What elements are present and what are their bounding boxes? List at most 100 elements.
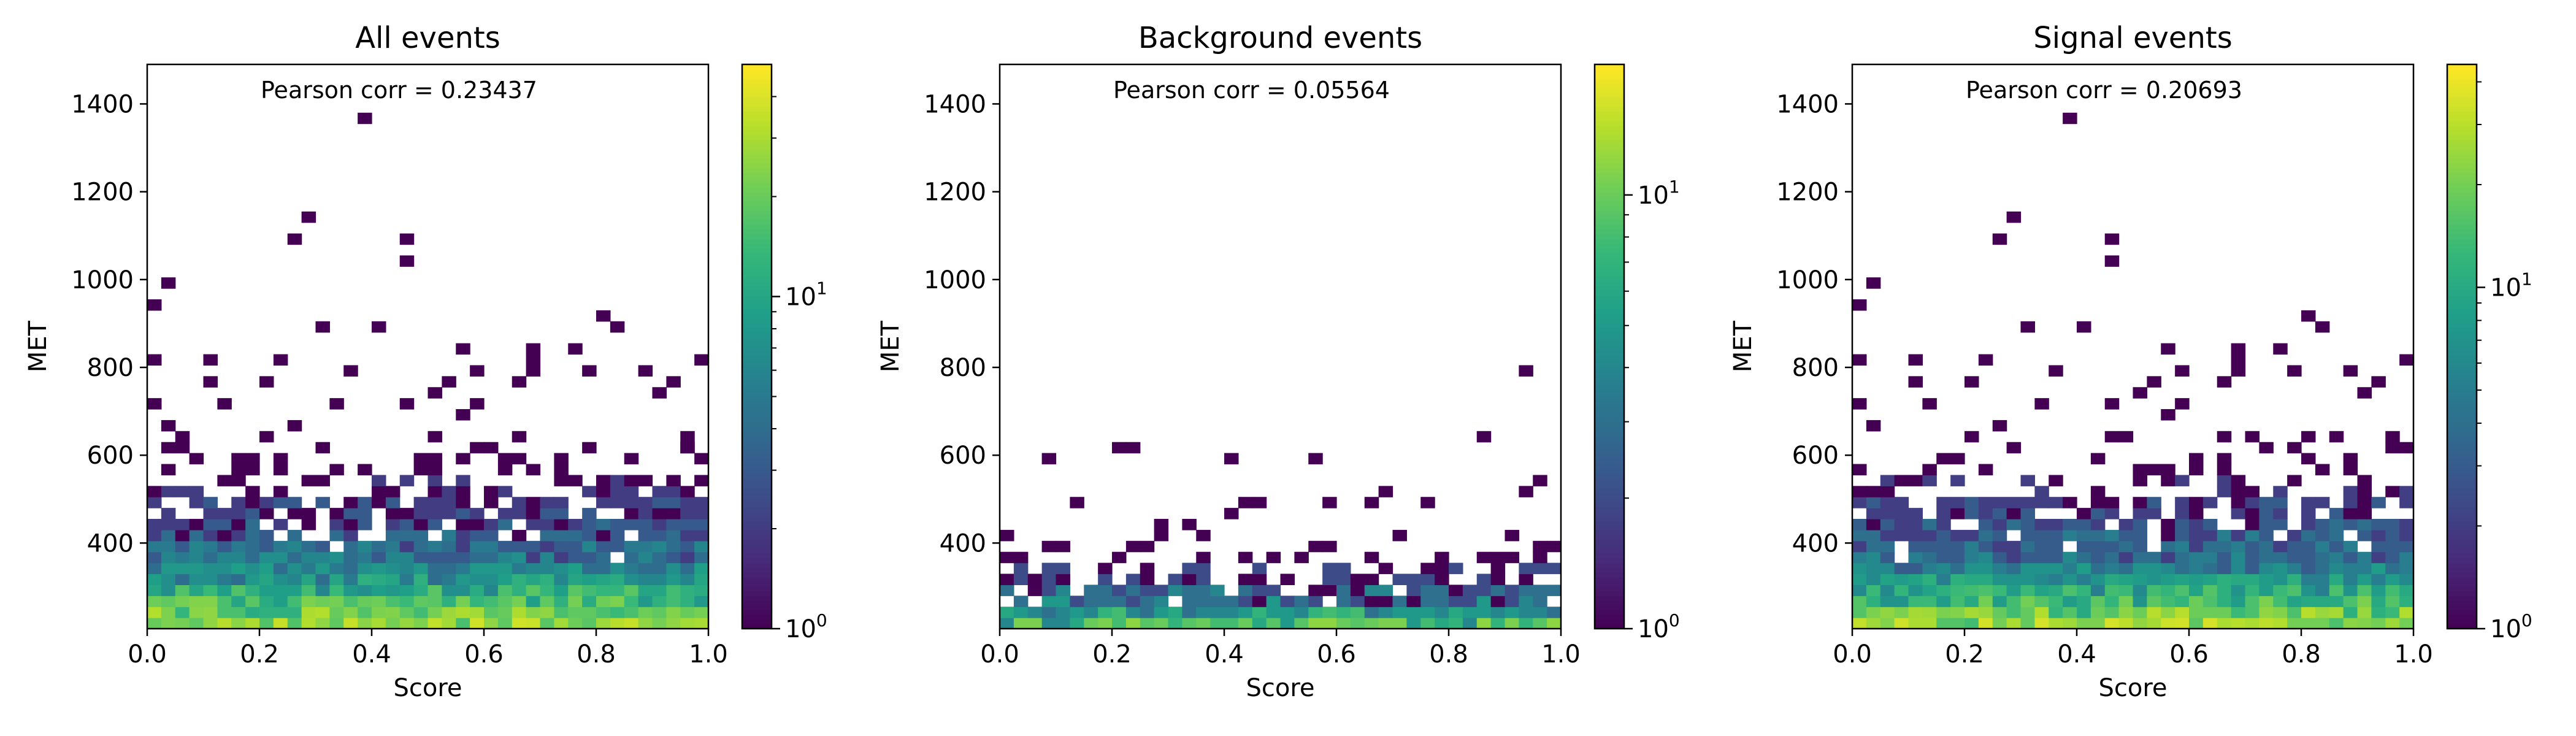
x-tick-label: 1.0 bbox=[2394, 640, 2433, 669]
colorbar-segment bbox=[2447, 403, 2477, 408]
panel-title: Signal events bbox=[2033, 21, 2232, 55]
heatmap-cell bbox=[231, 607, 246, 618]
colorbar-segment bbox=[2447, 384, 2477, 389]
heatmap-cell bbox=[1533, 475, 1547, 486]
colorbar-segment bbox=[2447, 610, 2477, 615]
colorbar-segment bbox=[1595, 116, 1624, 121]
colorbar-segment bbox=[2447, 111, 2477, 117]
heatmap-cell bbox=[203, 585, 218, 596]
heatmap-cell bbox=[2189, 453, 2204, 465]
heatmap-cell bbox=[2006, 573, 2022, 586]
colorbar-segment bbox=[1595, 393, 1624, 399]
heatmap-cell bbox=[245, 486, 260, 497]
heatmap-cell bbox=[526, 343, 541, 355]
heatmap-cell bbox=[175, 486, 190, 497]
colorbar-segment bbox=[742, 262, 772, 267]
heatmap-cell bbox=[1880, 585, 1895, 596]
heatmap-cell bbox=[666, 486, 681, 497]
heatmap-cell bbox=[1936, 497, 1951, 508]
heatmap-cell bbox=[175, 596, 190, 607]
heatmap-cell bbox=[2118, 618, 2134, 629]
colorbar-segment bbox=[742, 252, 772, 258]
heatmap-cell bbox=[175, 442, 190, 454]
colorbar-segment bbox=[2447, 276, 2477, 282]
heatmap-cell bbox=[2104, 551, 2120, 564]
heatmap-cell bbox=[343, 562, 358, 575]
heatmap-cell bbox=[1880, 618, 1895, 629]
heatmap-cell bbox=[2104, 398, 2120, 410]
heatmap-cell bbox=[442, 596, 456, 607]
colorbar-segment bbox=[2447, 299, 2477, 305]
colorbar-tick-base: 10 bbox=[1638, 182, 1669, 210]
x-axis-label: Score bbox=[393, 674, 462, 702]
heatmap-cell bbox=[1435, 618, 1449, 629]
colorbar-segment bbox=[2447, 365, 2477, 371]
colorbar-segment bbox=[1595, 596, 1624, 601]
heatmap-cell bbox=[245, 607, 260, 618]
heatmap-cell bbox=[1936, 596, 1951, 607]
heatmap-cell bbox=[2147, 376, 2161, 388]
heatmap-cell bbox=[2287, 607, 2302, 618]
colorbar-segment bbox=[742, 473, 772, 479]
heatmap-cell bbox=[596, 618, 611, 629]
heatmap-cell bbox=[1866, 607, 1881, 618]
y-axis-label: MET bbox=[1729, 320, 1757, 372]
colorbar-segment bbox=[2447, 586, 2477, 592]
heatmap-cell bbox=[526, 508, 541, 519]
heatmap-cell bbox=[1056, 540, 1070, 553]
heatmap-cell bbox=[1908, 519, 1923, 531]
heatmap-cell bbox=[259, 618, 274, 629]
colorbar-segment bbox=[1595, 506, 1624, 512]
heatmap-cell bbox=[1462, 585, 1478, 596]
heatmap-cell bbox=[2049, 562, 2063, 575]
heatmap-cell bbox=[1965, 551, 1979, 564]
heatmap-cell bbox=[652, 519, 667, 531]
heatmap-cell bbox=[287, 562, 302, 575]
heatmap-cell bbox=[2006, 508, 2022, 519]
heatmap-cell bbox=[2217, 585, 2232, 596]
heatmap-cell bbox=[1880, 607, 1895, 618]
heatmap-cell bbox=[2343, 596, 2358, 607]
heatmap-cell bbox=[413, 618, 429, 629]
heatmap-cell bbox=[2133, 464, 2147, 476]
colorbar-segment bbox=[1595, 313, 1624, 319]
heatmap-cell bbox=[694, 573, 709, 586]
heatmap-cell bbox=[147, 585, 162, 596]
heatmap-cell bbox=[2231, 354, 2246, 366]
heatmap-cell bbox=[596, 562, 611, 575]
colorbar-segment bbox=[742, 398, 772, 404]
heatmap-cell bbox=[1978, 354, 1993, 366]
colorbar-segment bbox=[2447, 502, 2477, 507]
colorbar-segment bbox=[2447, 417, 2477, 423]
heatmap-cell bbox=[1992, 585, 2007, 596]
colorbar-segment bbox=[742, 431, 772, 437]
heatmap-cell bbox=[1476, 573, 1492, 586]
heatmap-cell bbox=[680, 529, 695, 542]
colorbar-segment bbox=[2447, 116, 2477, 121]
heatmap-cell bbox=[456, 475, 470, 486]
heatmap-cell bbox=[624, 607, 639, 618]
heatmap-cell bbox=[624, 618, 639, 629]
heatmap-cell bbox=[484, 497, 499, 508]
heatmap-cell bbox=[2217, 596, 2232, 607]
colorbar-segment bbox=[742, 328, 772, 333]
x-tick-label: 0.2 bbox=[1092, 640, 1132, 669]
heatmap-cell bbox=[1420, 562, 1435, 575]
heatmap-cell bbox=[301, 607, 316, 618]
heatmap-cell bbox=[2385, 618, 2400, 629]
heatmap-cell bbox=[1182, 562, 1197, 575]
heatmap-cell bbox=[694, 562, 709, 575]
heatmap-cell bbox=[2259, 519, 2274, 531]
colorbar-segment bbox=[2447, 454, 2477, 460]
heatmap-cell bbox=[231, 551, 246, 564]
heatmap-cell bbox=[2189, 607, 2204, 618]
heatmap-cell bbox=[2329, 519, 2344, 531]
heatmap-cell bbox=[1435, 585, 1449, 596]
colorbar-segment bbox=[2447, 252, 2477, 258]
heatmap-cell bbox=[1406, 596, 1421, 607]
colorbar-segment bbox=[2447, 196, 2477, 202]
heatmap-cell bbox=[596, 497, 611, 508]
colorbar-segment bbox=[2447, 167, 2477, 174]
